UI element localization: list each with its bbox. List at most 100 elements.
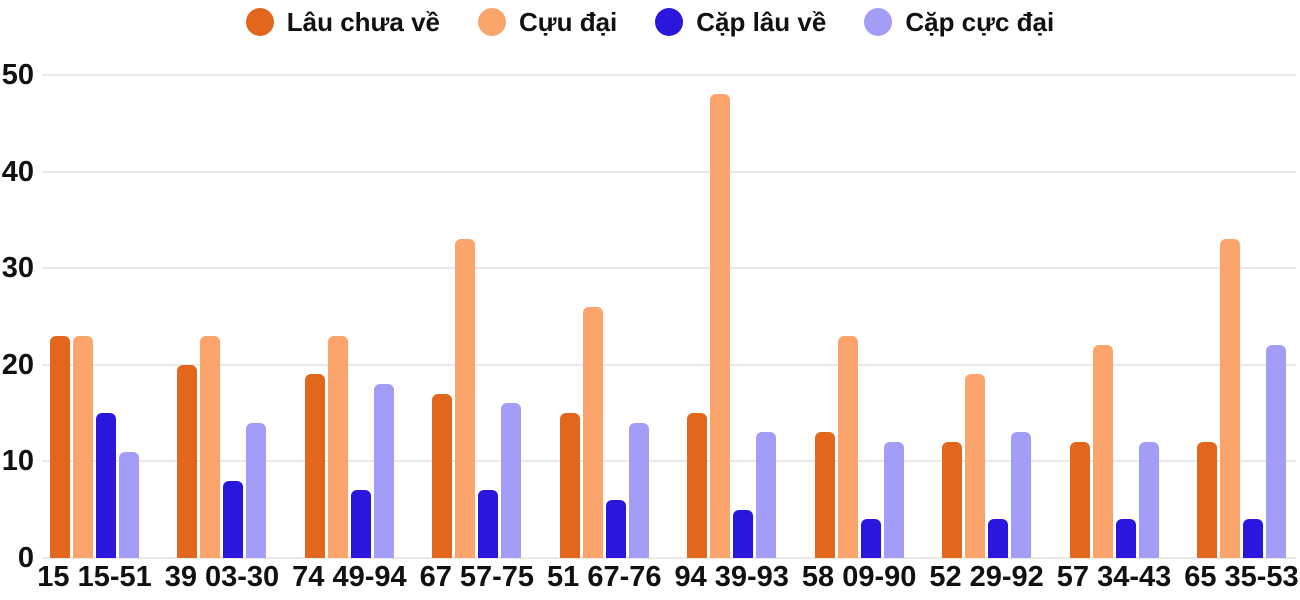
gridline-40 [42,170,1296,173]
legend-swatch-icon [655,8,684,36]
bar-series-3-cat-9[interactable] [1265,345,1286,558]
gridline-30 [42,267,1296,270]
bar-series-3-cat-4[interactable] [628,422,649,558]
x-slot-8: 57 34-43 [1057,560,1172,594]
bar-series-2-cat-1[interactable] [223,480,244,558]
plot-area [42,74,1296,559]
bar-group-1 [177,75,267,558]
bar-group-5 [687,75,777,558]
x-category-label-2: 74 49-94 [292,561,407,593]
bar-series-2-cat-4[interactable] [605,500,626,558]
bar-series-0-cat-4[interactable] [559,413,580,558]
bar-series-1-cat-5[interactable] [710,94,731,558]
gridline-10 [42,460,1296,463]
bar-series-3-cat-0[interactable] [119,451,139,558]
legend-item-series-0[interactable]: Lâu chưa về [245,7,440,37]
gridline-0 [42,557,1296,559]
legend: Lâu chưa về Cựu đại Cặp lâu về Cặp cực đại [0,8,1300,36]
x-category-label-7: 52 29-92 [929,561,1044,593]
bar-series-0-cat-6[interactable] [814,432,835,558]
x-slot-9: 65 35-53 [1184,560,1299,594]
x-slot-0: 15 15-51 [37,560,152,594]
legend-label: Cặp cực đại [905,7,1055,37]
y-tick-label-0: 0 [17,542,34,574]
bar-series-2-cat-6[interactable] [860,519,881,558]
bar-series-1-cat-6[interactable] [837,335,858,558]
bar-series-3-cat-1[interactable] [246,422,267,558]
bar-series-3-cat-7[interactable] [1011,432,1032,558]
legend-label: Cựu đại [519,7,618,37]
bar-series-2-cat-5[interactable] [733,509,754,558]
bar-group-6 [814,75,904,558]
bar-series-0-cat-5[interactable] [687,413,708,558]
y-tick-label-20: 20 [1,348,34,381]
bar-series-3-cat-3[interactable] [501,403,522,558]
bar-groups [42,75,1296,558]
bar-series-0-cat-1[interactable] [177,364,198,558]
bar-group-2 [304,75,394,558]
x-category-label-5: 94 39-93 [674,561,789,593]
y-tick-label-30: 30 [1,252,34,285]
x-category-label-1: 39 03-30 [164,561,280,593]
bar-series-2-cat-9[interactable] [1242,519,1263,558]
legend-swatch-icon [478,8,506,36]
bar-series-0-cat-7[interactable] [942,442,963,558]
legend-label: Lâu chưa về [286,7,440,37]
bar-series-2-cat-8[interactable] [1115,519,1136,558]
bar-series-1-cat-7[interactable] [965,374,986,558]
bar-group-9 [1196,75,1286,558]
gridline-50 [42,74,1296,76]
bar-series-2-cat-0[interactable] [96,413,116,558]
x-slot-7: 52 29-92 [929,560,1044,594]
x-axis: 15 15-51 39 03-30 74 49-94 67 57-75 51 67-76… [37,560,1299,594]
bar-series-3-cat-5[interactable] [756,432,777,558]
bar-group-0 [50,75,139,558]
bar-series-2-cat-3[interactable] [478,490,499,558]
legend-item-series-3[interactable]: Cặp cực đại [864,8,1054,36]
y-tick-label-50: 50 [1,59,34,91]
x-slot-3: 67 57-75 [420,560,535,594]
bar-series-1-cat-9[interactable] [1219,239,1240,558]
x-slot-4: 51 67-76 [547,560,662,594]
x-slot-5: 94 39-93 [674,560,789,594]
bar-series-3-cat-8[interactable] [1138,442,1159,558]
x-category-label-9: 65 35-53 [1184,561,1299,593]
bar-series-1-cat-4[interactable] [582,306,603,558]
bar-series-0-cat-9[interactable] [1196,442,1217,558]
legend-item-series-1[interactable]: Cựu đại [478,8,617,36]
legend-item-series-2[interactable]: Cặp lâu về [655,8,826,36]
legend-label: Cặp lâu về [696,7,827,37]
y-tick-label-40: 40 [1,155,34,188]
bar-series-3-cat-6[interactable] [883,442,904,558]
x-category-label-3: 67 57-75 [419,561,535,593]
bar-series-2-cat-2[interactable] [350,490,371,558]
bar-series-1-cat-0[interactable] [73,335,93,558]
bar-group-8 [1069,75,1159,558]
bar-series-0-cat-8[interactable] [1069,442,1090,558]
legend-swatch-icon [864,8,893,36]
bar-series-2-cat-7[interactable] [988,519,1009,558]
y-axis: 0 10 20 30 40 50 [0,59,34,574]
bar-series-1-cat-3[interactable] [455,239,476,558]
bar-series-1-cat-1[interactable] [200,335,221,558]
legend-swatch-icon [245,8,274,36]
x-slot-1: 39 03-30 [165,560,280,594]
bar-series-0-cat-0[interactable] [50,335,70,558]
gridline-20 [42,363,1296,366]
y-tick-label-10: 10 [1,445,34,478]
bar-series-3-cat-2[interactable] [373,384,394,558]
bar-series-1-cat-8[interactable] [1092,345,1113,558]
bar-group-7 [942,75,1032,558]
x-slot-6: 58 09-90 [802,560,917,594]
x-category-label-0: 15 15-51 [37,561,152,593]
x-slot-2: 74 49-94 [292,560,407,594]
bar-series-0-cat-3[interactable] [432,393,453,558]
bar-series-1-cat-2[interactable] [327,335,348,558]
bar-series-0-cat-2[interactable] [304,374,325,558]
x-category-label-8: 57 34-43 [1056,561,1172,593]
bar-group-3 [432,75,522,558]
x-category-label-6: 58 09-90 [801,561,917,593]
x-category-label-4: 51 67-76 [547,561,662,593]
bar-group-4 [559,75,649,558]
